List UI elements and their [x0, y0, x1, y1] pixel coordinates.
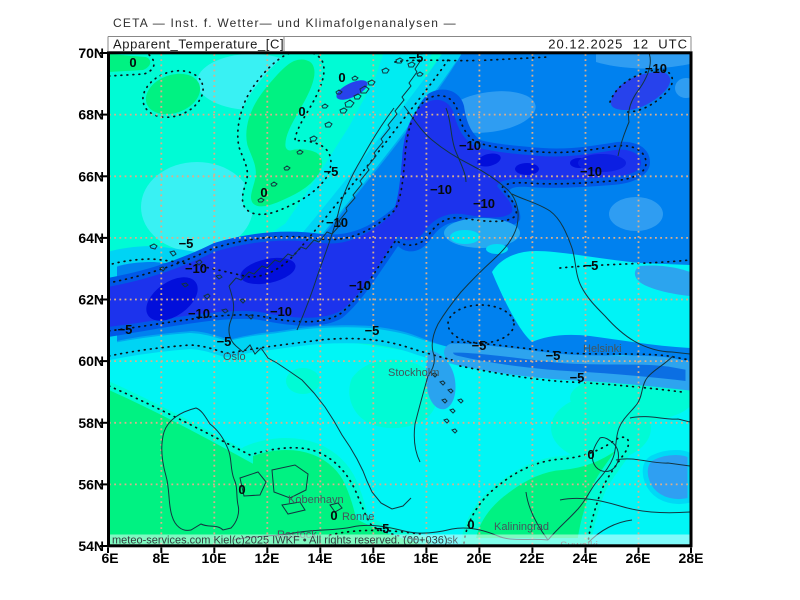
- svg-text:−10: −10: [459, 138, 481, 153]
- svg-text:54N: 54N: [78, 538, 104, 554]
- svg-text:−5: −5: [118, 322, 133, 337]
- svg-text:−5: −5: [179, 236, 194, 251]
- svg-text:68N: 68N: [78, 107, 104, 123]
- svg-text:70N: 70N: [78, 45, 104, 61]
- svg-text:Ronne: Ronne: [342, 511, 374, 523]
- svg-text:14E: 14E: [308, 550, 333, 566]
- svg-text:0: 0: [238, 482, 245, 497]
- svg-text:−10: −10: [185, 261, 207, 276]
- svg-text:64N: 64N: [78, 230, 104, 246]
- svg-text:−10: −10: [645, 61, 667, 76]
- svg-text:56N: 56N: [78, 476, 104, 492]
- svg-text:18E: 18E: [414, 550, 439, 566]
- svg-text:0: 0: [338, 70, 345, 85]
- svg-text:meteo-services.com Kiel(c)2025: meteo-services.com Kiel(c)2025 IWKF • Al…: [112, 535, 448, 547]
- svg-text:−10: −10: [270, 304, 292, 319]
- svg-text:0: 0: [467, 517, 474, 532]
- svg-text:0: 0: [587, 447, 594, 462]
- svg-text:sk: sk: [447, 535, 459, 547]
- svg-text:0: 0: [129, 55, 136, 70]
- svg-text:−10: −10: [326, 215, 348, 230]
- svg-text:−5: −5: [217, 334, 232, 349]
- svg-text:66N: 66N: [78, 168, 104, 184]
- svg-text:6E: 6E: [101, 550, 118, 566]
- svg-text:−10: −10: [430, 182, 452, 197]
- svg-text:−5: −5: [324, 164, 339, 179]
- svg-text:−10: −10: [349, 278, 371, 293]
- svg-text:CETA — Inst. f. Wetter— und Kl: CETA — Inst. f. Wetter— und Klimafolgena…: [113, 16, 457, 30]
- svg-text:−5: −5: [472, 338, 487, 353]
- svg-text:Kobenhavn: Kobenhavn: [288, 494, 344, 506]
- svg-text:10E: 10E: [202, 550, 227, 566]
- svg-text:28E: 28E: [679, 550, 704, 566]
- svg-text:Apparent_Temperature_[C]: Apparent_Temperature_[C]: [113, 37, 284, 52]
- svg-text:0: 0: [330, 508, 337, 523]
- svg-text:Kaliningrad: Kaliningrad: [494, 521, 549, 533]
- svg-text:24E: 24E: [573, 550, 598, 566]
- svg-text:−10: −10: [473, 196, 495, 211]
- svg-text:Oslo: Oslo: [223, 351, 246, 363]
- svg-text:−10: −10: [580, 164, 602, 179]
- svg-text:58N: 58N: [78, 415, 104, 431]
- svg-text:−5: −5: [409, 50, 424, 65]
- svg-text:Stockholm: Stockholm: [388, 367, 439, 379]
- svg-text:62N: 62N: [78, 292, 104, 308]
- svg-text:−5: −5: [546, 348, 561, 363]
- svg-text:20E: 20E: [467, 550, 492, 566]
- svg-text:−5: −5: [570, 370, 585, 385]
- svg-text:20.12.2025 12 UTC: 20.12.2025 12 UTC: [548, 37, 688, 52]
- svg-text:0: 0: [260, 185, 267, 200]
- svg-text:−5: −5: [375, 521, 390, 536]
- svg-text:8E: 8E: [152, 550, 169, 566]
- svg-text:−5: −5: [584, 258, 599, 273]
- svg-text:60N: 60N: [78, 353, 104, 369]
- svg-text:12E: 12E: [255, 550, 280, 566]
- svg-text:16E: 16E: [361, 550, 386, 566]
- svg-text:0: 0: [298, 104, 305, 119]
- svg-text:Helsinki: Helsinki: [583, 343, 622, 355]
- svg-text:−10: −10: [188, 306, 210, 321]
- svg-text:−5: −5: [365, 323, 380, 338]
- svg-text:22E: 22E: [520, 550, 545, 566]
- svg-text:26E: 26E: [626, 550, 651, 566]
